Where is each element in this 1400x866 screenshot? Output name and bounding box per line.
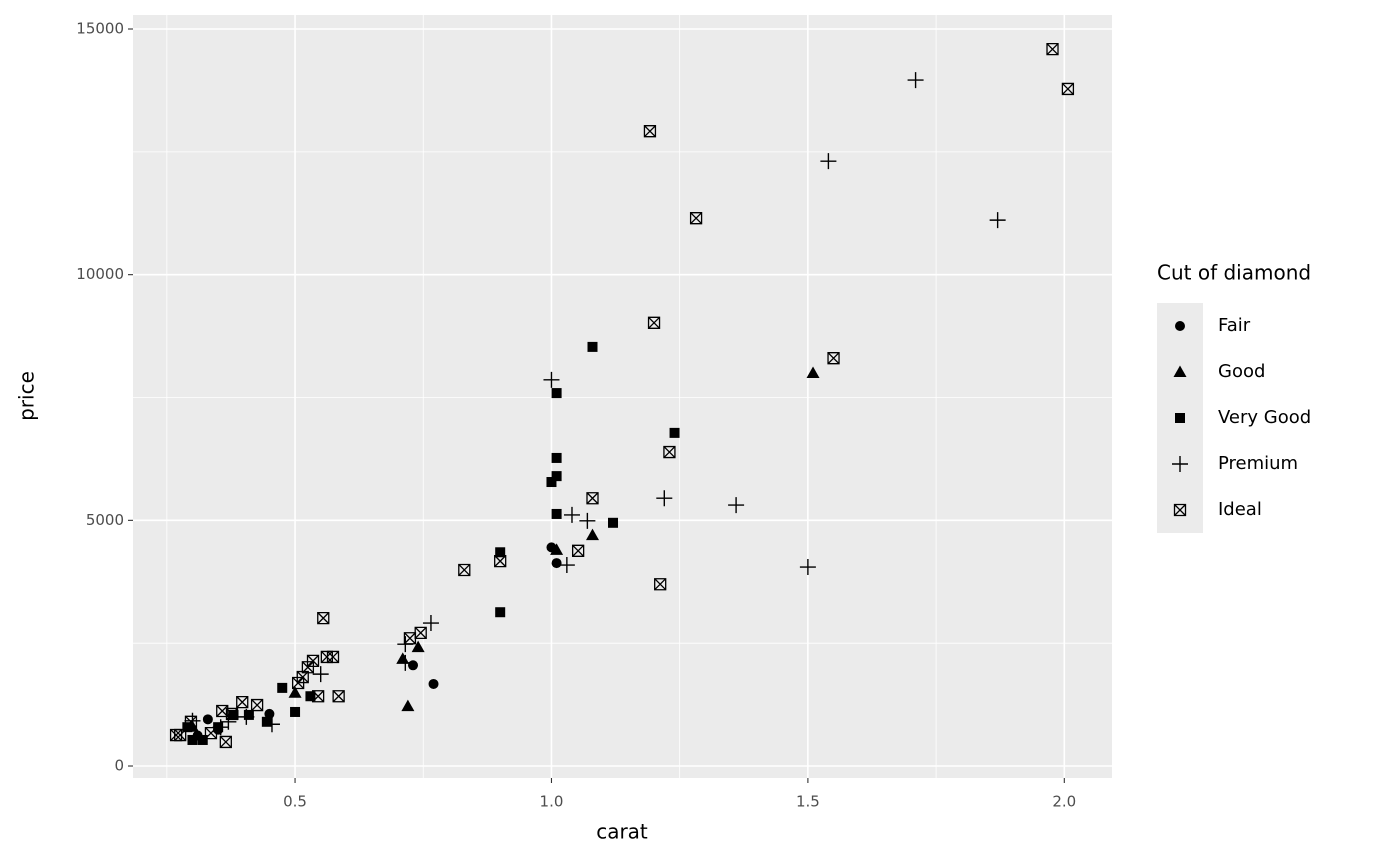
point: [187, 734, 198, 745]
legend-label: Premium: [1218, 453, 1298, 474]
point: [250, 698, 264, 712]
legend-label: Good: [1218, 361, 1265, 382]
x-tick-label: 2.0: [1052, 793, 1076, 811]
point: [261, 716, 272, 727]
points: [169, 42, 1075, 749]
panel: [133, 15, 1112, 778]
point: [669, 427, 680, 438]
point: [495, 547, 506, 558]
point: [291, 676, 305, 690]
point: [571, 544, 585, 557]
point: [306, 654, 320, 668]
point: [558, 557, 575, 574]
point: [174, 728, 187, 742]
legend-key: [1173, 365, 1187, 377]
y-tick-label: 10000: [76, 265, 124, 283]
point: [202, 714, 213, 725]
x-tick-label: 1.0: [540, 793, 564, 811]
point: [243, 709, 254, 720]
point: [397, 654, 414, 671]
legend-title: Cut of diamond: [1157, 261, 1311, 285]
point: [820, 153, 837, 170]
point: [401, 699, 415, 712]
point: [290, 706, 301, 717]
grid: [133, 15, 1112, 778]
point: [563, 506, 580, 523]
point: [1061, 82, 1075, 96]
point: [728, 497, 745, 514]
x-axis-title: carat: [596, 820, 648, 844]
point: [543, 371, 560, 388]
point: [546, 477, 557, 488]
y-tick-label: 15000: [76, 20, 124, 38]
point: [236, 695, 249, 709]
point: [277, 682, 288, 693]
legend-label: Fair: [1218, 315, 1251, 336]
point: [579, 512, 596, 529]
point: [411, 640, 425, 653]
point: [587, 341, 598, 352]
point: [312, 666, 329, 683]
point: [585, 528, 599, 541]
point: [494, 554, 507, 568]
x-tick-label: 0.5: [283, 793, 307, 811]
point: [907, 72, 924, 89]
point: [550, 543, 564, 555]
point: [458, 563, 471, 577]
point: [827, 352, 840, 365]
x-tick-label: 1.5: [796, 793, 820, 811]
point: [551, 471, 562, 482]
point: [1046, 42, 1059, 56]
point: [551, 452, 562, 463]
y-tick-label: 5000: [86, 511, 124, 529]
point: [184, 715, 198, 728]
point: [197, 734, 208, 745]
legend-key: [1173, 503, 1187, 517]
point: [301, 661, 315, 674]
point: [408, 660, 419, 671]
point: [317, 611, 330, 625]
point: [643, 125, 657, 138]
point: [586, 492, 599, 505]
point: [799, 559, 816, 576]
point: [551, 558, 562, 569]
legend-key: [1172, 456, 1188, 472]
point: [656, 490, 673, 507]
point: [238, 708, 255, 725]
point: [663, 445, 676, 459]
point: [225, 707, 239, 721]
point: [403, 632, 417, 645]
y-axis-title: price: [15, 371, 39, 421]
point: [305, 691, 316, 702]
point: [495, 607, 506, 618]
point: [320, 650, 334, 664]
point: [204, 726, 218, 740]
point: [428, 678, 439, 689]
point: [263, 716, 280, 733]
point: [647, 316, 661, 329]
point: [689, 212, 703, 225]
legend-key: [1175, 321, 1185, 331]
point: [332, 690, 345, 703]
y-tick-label: 0: [114, 757, 124, 775]
point: [288, 686, 302, 698]
point: [219, 735, 232, 749]
point: [989, 212, 1006, 229]
point: [551, 508, 562, 519]
point: [422, 615, 439, 632]
point: [311, 690, 325, 703]
point: [551, 388, 562, 399]
legend-label: Ideal: [1218, 499, 1262, 520]
legend-key: [1175, 413, 1185, 423]
point: [608, 517, 619, 528]
point: [654, 578, 667, 591]
point: [806, 366, 820, 378]
point: [326, 650, 340, 664]
legend-label: Very Good: [1218, 407, 1311, 428]
